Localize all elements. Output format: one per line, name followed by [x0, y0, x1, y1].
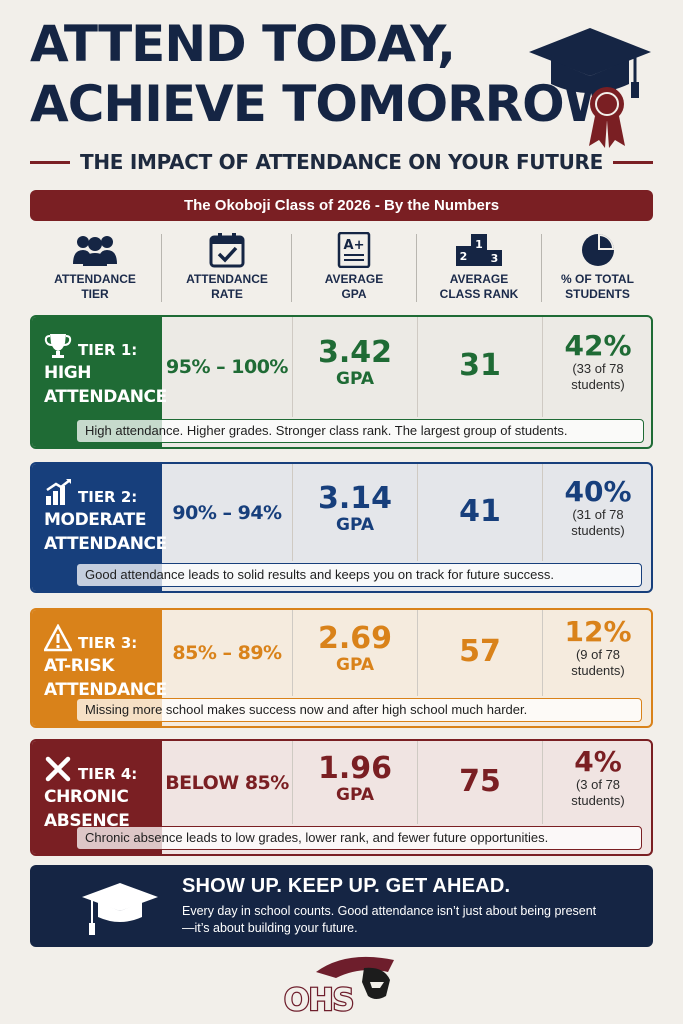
- header-divider: [161, 234, 162, 302]
- header-percent-students: % OF TOTAL STUDENTS: [542, 228, 653, 306]
- header-class-rank: 1 2 3 AVERAGE CLASS RANK: [417, 228, 541, 306]
- attendance-rate: 95% – 100%: [166, 356, 288, 378]
- tier-row: TIER 2: MODERATE ATTENDANCE 90% – 94% 3.14 GP…: [30, 462, 653, 593]
- percent-students: 4% (3 of 78 students): [571, 745, 625, 809]
- tier-row: TIER 3: AT-RISK ATTENDANCE 85% – 89% 2.69 GPA…: [30, 608, 653, 728]
- tier-row: TIER 4: CHRONIC ABSENCE BELOW 85% 1.96 GPA 75 4…: [30, 739, 653, 856]
- percent-students: 40% (31 of 78 students): [564, 475, 632, 539]
- attendance-rate: 90% – 94%: [172, 502, 282, 524]
- header-attendance-rate: ATTENDANCE RATE: [162, 228, 292, 306]
- footer-body: Every day in school counts. Good attenda…: [182, 904, 597, 935]
- logo-text: OHS: [284, 983, 353, 1018]
- subtitle-row: THE IMPACT OF ATTENDANCE ON YOUR FUTURE: [30, 146, 654, 178]
- tier-note: Missing more school makes success now an…: [76, 698, 642, 722]
- header-average-gpa: A+ AVERAGE GPA: [292, 228, 416, 306]
- tier-note: High attendance. Higher grades. Stronger…: [76, 419, 644, 443]
- average-gpa: 3.14 GPA: [317, 481, 393, 536]
- cell-divider: [292, 741, 293, 824]
- average-gpa: 1.96 GPA: [317, 751, 393, 806]
- cell-divider: [542, 464, 543, 561]
- average-gpa: 2.69 GPA: [317, 621, 393, 676]
- title-line-2: ACHIEVE TOMORROW: [30, 75, 619, 133]
- header-label-1: ATTENDANCE TIER: [54, 272, 136, 301]
- header-label-2: ATTENDANCE RATE: [186, 272, 268, 301]
- average-class-rank: 41: [459, 494, 501, 529]
- cell-divider: [542, 741, 543, 824]
- header-label-4: AVERAGE CLASS RANK: [439, 272, 519, 301]
- tier-name: AT-RISK ATTENDANCE: [44, 656, 167, 700]
- a-plus-paper-icon: A+: [337, 232, 371, 268]
- podium-icon: 1 2 3: [456, 234, 502, 266]
- tier-number: TIER 3:: [78, 634, 138, 652]
- cell-divider: [417, 317, 418, 417]
- header-divider: [416, 234, 417, 302]
- subtitle-rule-right: [613, 160, 654, 164]
- cell-divider: [542, 317, 543, 417]
- warning-icon: [44, 624, 72, 652]
- title-block: ATTEND TODAY, ACHIEVE TOMORROW: [30, 14, 619, 134]
- average-class-rank: 57: [459, 634, 501, 669]
- bar-chart-icon: [46, 479, 71, 505]
- header-divider: [291, 234, 292, 302]
- attendance-rate: BELOW 85%: [165, 772, 289, 794]
- header-label-3: AVERAGE GPA: [324, 272, 384, 301]
- subtitle-rule-left: [30, 160, 71, 164]
- average-class-rank: 31: [459, 348, 501, 383]
- cell-divider: [417, 741, 418, 824]
- podium-digit-1: 1: [475, 238, 483, 251]
- tier-note: Good attendance leads to solid results a…: [76, 563, 642, 587]
- header-label-5: % OF TOTAL STUDENTS: [561, 272, 634, 301]
- a-plus-text: A+: [344, 238, 365, 253]
- tier-note: Chronic absence leads to low grades, low…: [76, 826, 642, 850]
- tier-number: TIER 2:: [78, 488, 138, 506]
- tier-row: TIER 1: HIGH ATTENDANCE 95% – 100% 3.42 GPA 31…: [30, 315, 653, 449]
- header-divider: [541, 234, 542, 302]
- people-icon: [73, 236, 117, 266]
- trophy-icon: [44, 334, 72, 358]
- percent-students: 42% (33 of 78 students): [564, 329, 632, 393]
- cell-divider: [417, 610, 418, 696]
- cell-divider: [292, 610, 293, 696]
- footer-title: SHOW UP. KEEP UP. GET AHEAD.: [182, 875, 511, 897]
- tier-name: MODERATE ATTENDANCE: [44, 510, 167, 554]
- tier-name: HIGH ATTENDANCE: [44, 363, 167, 407]
- header-attendance-tier: ATTENDANCE TIER: [30, 228, 160, 306]
- podium-digit-3: 3: [491, 252, 499, 265]
- footer-banner: SHOW UP. KEEP UP. GET AHEAD. Every day i…: [30, 865, 653, 947]
- average-gpa: 3.42 GPA: [317, 335, 393, 390]
- x-icon: [45, 756, 71, 782]
- percent-students: 12% (9 of 78 students): [564, 615, 632, 679]
- cell-divider: [292, 464, 293, 561]
- title-line-1: ATTEND TODAY,: [30, 15, 456, 73]
- cell-divider: [542, 610, 543, 696]
- average-class-rank: 75: [459, 764, 501, 799]
- graduation-cap-icon: [529, 28, 651, 148]
- pie-chart-icon: [581, 234, 614, 266]
- calendar-check-icon: [209, 233, 245, 268]
- cell-divider: [292, 317, 293, 417]
- podium-digit-2: 2: [460, 250, 468, 263]
- graduation-cap-icon: [82, 883, 158, 935]
- attendance-rate: 85% – 89%: [172, 642, 282, 664]
- class-banner: The Okoboji Class of 2026 - By the Numbe…: [30, 190, 653, 221]
- tier-number: TIER 4:: [78, 765, 138, 783]
- ohs-logo: OHS: [283, 956, 394, 1018]
- tier-number: TIER 1:: [78, 341, 138, 359]
- subtitle: THE IMPACT OF ATTENDANCE ON YOUR FUTURE: [80, 150, 603, 174]
- cell-divider: [417, 464, 418, 561]
- column-headers: ATTENDANCE TIER ATTENDANCE RATE A+ AVERAGE…: [30, 228, 653, 306]
